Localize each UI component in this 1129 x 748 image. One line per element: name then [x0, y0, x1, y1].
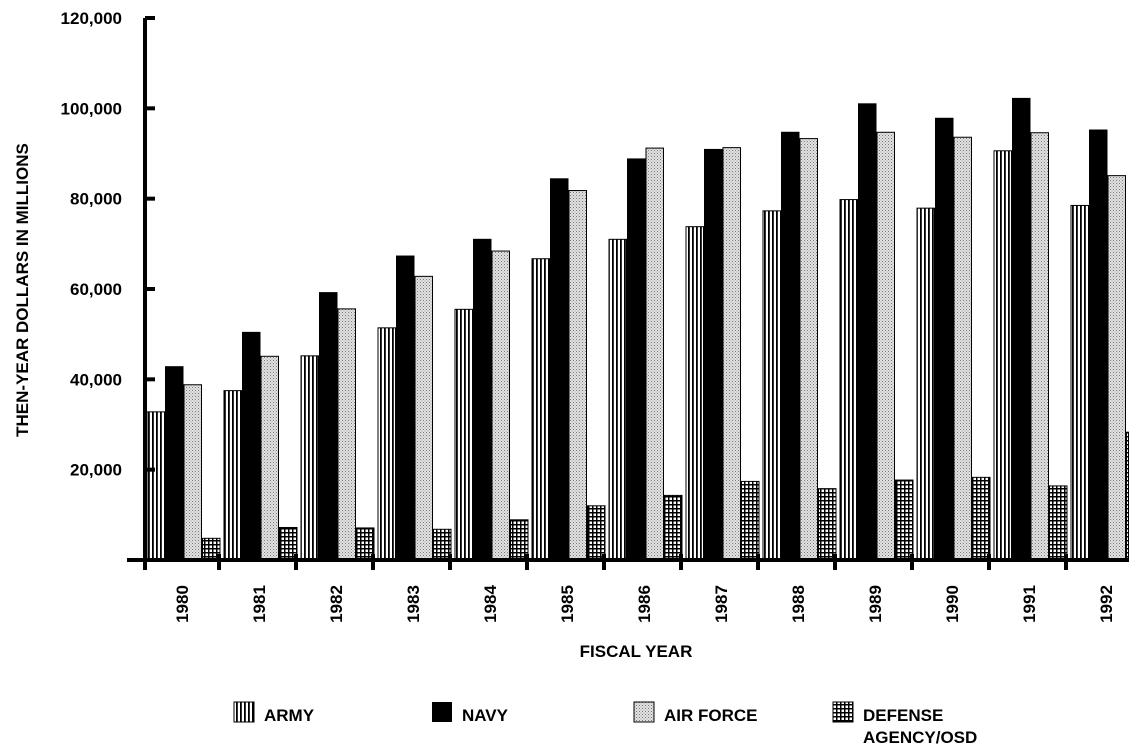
legend-swatch-defense: [832, 701, 854, 723]
bar-navy-1985: [550, 178, 569, 561]
x-tick-label: 1985: [558, 585, 577, 623]
y-tick-label: 40,000: [70, 370, 122, 389]
bar-defense-1989: [895, 479, 914, 561]
bar-navy-1987: [704, 148, 723, 561]
bar-air-force-1985: [568, 190, 587, 561]
y-tick-label: 100,000: [61, 99, 122, 118]
bar-air-force-1983: [414, 275, 433, 561]
bar-navy-1990: [935, 117, 954, 561]
bar-army-1983: [377, 327, 396, 561]
bar-navy-1986: [627, 158, 646, 561]
x-tick-label: 1981: [250, 585, 269, 623]
legend-swatch-army: [233, 701, 255, 723]
x-tick-label: 1982: [327, 585, 346, 623]
legend-label-army: ARMY: [264, 706, 315, 725]
bar-army-1980: [146, 411, 165, 561]
y-axis-title: THEN-YEAR DOLLARS IN MILLIONS: [13, 143, 32, 437]
bar-defense-1992: [1126, 431, 1129, 561]
bar-air-force-1989: [876, 131, 895, 561]
bar-air-force-1986: [645, 147, 664, 561]
bar-defense-1990: [972, 476, 991, 561]
bar-army-1985: [531, 258, 550, 561]
bar-army-1991: [993, 150, 1012, 561]
y-tick-label: 120,000: [61, 9, 122, 28]
legend: ARMY NAVY AIR FORCE DEFENSE AGENCY/OSD: [233, 701, 977, 747]
bar-air-force-1982: [337, 308, 356, 561]
x-tick-label: 1980: [173, 585, 192, 623]
x-axis-title: FISCAL YEAR: [580, 642, 693, 661]
x-tick-label: 1991: [1020, 585, 1039, 623]
bars-layer: [146, 97, 1129, 561]
bar-air-force-1984: [491, 250, 510, 561]
bar-navy-1980: [165, 366, 184, 561]
x-tick-labels: 1980 1981 1982 1983 1984 1985 1986 1987 1988 1989…: [173, 585, 1116, 623]
x-tick-label: 1992: [1097, 585, 1116, 623]
x-tick-label: 1984: [481, 585, 500, 623]
legend-swatch-air-force: [633, 701, 655, 723]
bar-army-1986: [608, 238, 627, 561]
bar-defense-1988: [818, 488, 837, 561]
bar-army-1984: [454, 308, 473, 561]
bar-navy-1991: [1012, 97, 1031, 561]
bar-air-force-1991: [1030, 132, 1049, 561]
bar-navy-1988: [781, 131, 800, 561]
bar-defense-1985: [587, 505, 606, 561]
bar-navy-1982: [319, 292, 338, 561]
bar-army-1992: [1070, 204, 1089, 561]
legend-swatch-navy: [432, 702, 452, 722]
bar-air-force-1992: [1107, 175, 1126, 561]
bar-army-1981: [223, 390, 242, 561]
axes-layer: [127, 16, 1129, 570]
y-tick-label: 20,000: [70, 461, 122, 480]
legend-label-air-force: AIR FORCE: [664, 706, 758, 725]
x-tick-label: 1986: [635, 585, 654, 623]
y-tick-label: 60,000: [70, 280, 122, 299]
legend-label-navy: NAVY: [462, 706, 509, 725]
bar-defense-1986: [664, 494, 683, 561]
bar-navy-1989: [858, 103, 877, 561]
bar-defense-1987: [741, 480, 760, 561]
bar-army-1990: [916, 207, 935, 561]
bar-army-1989: [839, 199, 858, 561]
y-tick-labels: 20,000 40,000 60,000 80,000 100,000 120,000: [61, 9, 122, 480]
x-tick-label: 1988: [789, 585, 808, 623]
bar-defense-1991: [1049, 485, 1068, 561]
x-tick-label: 1983: [404, 585, 423, 623]
bar-defense-1984: [510, 519, 529, 561]
x-tick-label: 1989: [866, 585, 885, 623]
bar-army-1988: [762, 210, 781, 561]
bar-navy-1992: [1089, 129, 1108, 561]
bar-air-force-1988: [799, 138, 818, 561]
bar-air-force-1987: [722, 147, 741, 561]
bar-air-force-1990: [953, 136, 972, 561]
y-tick-label: 80,000: [70, 190, 122, 209]
x-tick-label: 1987: [712, 585, 731, 623]
bar-air-force-1980: [183, 384, 202, 561]
bar-navy-1984: [473, 238, 492, 561]
bar-army-1982: [300, 355, 319, 561]
x-tick-label: 1990: [943, 585, 962, 623]
bar-navy-1983: [396, 255, 415, 561]
bar-air-force-1981: [260, 355, 279, 561]
bar-navy-1981: [242, 331, 261, 561]
bar-army-1987: [685, 226, 704, 561]
legend-label-defense: DEFENSE AGENCY/OSD: [863, 706, 977, 747]
